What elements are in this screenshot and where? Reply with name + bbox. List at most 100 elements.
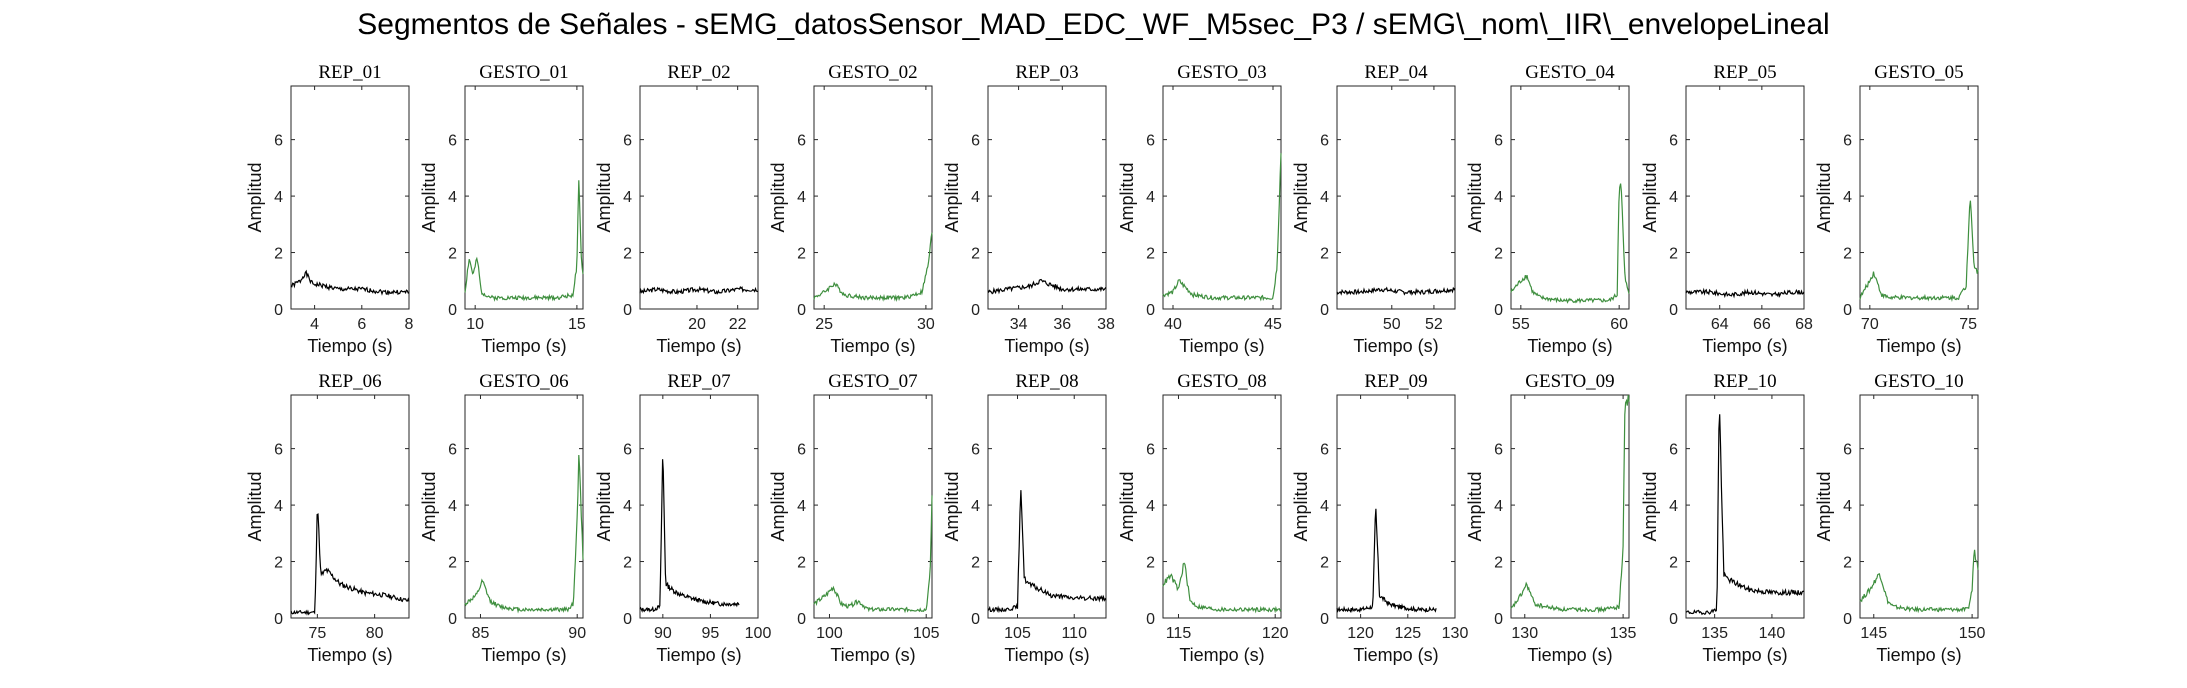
signal-line [1162,153,1282,302]
x-tick-label: 150 [1959,625,1986,642]
x-tick-label: 34 [1010,316,1028,333]
x-tick-label: 75 [308,625,326,642]
subplot-title: GESTO_07 [828,371,917,392]
y-tick-label: 2 [1669,555,1678,572]
axes-frame [290,85,410,310]
x-tick-label: 90 [654,625,672,642]
axes-frame [813,85,933,310]
subplot-title: REP_01 [318,62,381,83]
axes-frame [1859,85,1979,310]
y-tick-label: 6 [971,442,980,459]
signal-line [1685,414,1805,616]
y-tick-label: 0 [623,611,632,628]
y-tick-label: 2 [1494,246,1503,263]
x-axis-label: Tiempo (s) [1353,336,1438,356]
y-tick-label: 0 [274,302,283,319]
subplot-title: GESTO_06 [479,371,568,392]
subplot-title: REP_10 [1713,371,1776,392]
axes-frame [639,85,759,310]
subplot-title: REP_03 [1015,62,1078,83]
y-tick-label: 4 [274,189,283,206]
x-tick-label: 80 [366,625,384,642]
y-axis-label: Amplitud [594,471,614,541]
signal-line [1685,287,1805,299]
y-axis-label: Amplitud [1465,162,1485,232]
y-tick-label: 6 [1843,133,1852,150]
y-tick-label: 2 [1843,555,1852,572]
y-tick-label: 0 [797,611,806,628]
y-tick-label: 6 [1146,133,1155,150]
y-tick-label: 4 [448,189,457,206]
signal-line [464,454,584,614]
subplot-title: REP_05 [1713,62,1776,83]
y-tick-label: 2 [1320,246,1329,263]
x-tick-label: 6 [357,316,366,333]
axes-frame [290,394,410,619]
y-tick-label: 2 [1320,555,1329,572]
y-tick-label: 4 [1320,498,1329,515]
y-tick-label: 6 [448,133,457,150]
y-tick-label: 4 [971,498,980,515]
y-axis-label: Amplitud [1465,471,1485,541]
x-tick-label: 100 [816,625,843,642]
x-axis-label: Tiempo (s) [481,645,566,665]
y-axis-label: Amplitud [1291,471,1311,541]
x-tick-label: 50 [1383,316,1401,333]
y-axis-label: Amplitud [1291,162,1311,232]
x-tick-label: 100 [745,625,772,642]
x-tick-label: 60 [1610,316,1628,333]
x-axis-label: Tiempo (s) [1527,336,1612,356]
x-tick-label: 55 [1512,316,1530,333]
x-tick-label: 40 [1164,316,1182,333]
y-tick-label: 2 [1843,246,1852,263]
y-tick-label: 6 [1320,442,1329,459]
axes-frame [1510,394,1630,619]
x-tick-label: 52 [1425,316,1443,333]
y-tick-label: 2 [623,246,632,263]
axes-frame [1162,85,1282,310]
x-axis-label: Tiempo (s) [830,645,915,665]
axes-frame [1685,85,1805,310]
y-tick-label: 0 [1320,611,1329,628]
y-tick-label: 0 [1843,302,1852,319]
y-axis-label: Amplitud [419,162,439,232]
x-tick-label: 120 [1262,625,1289,642]
x-axis-label: Tiempo (s) [307,645,392,665]
axes-frame [639,394,759,619]
axes-frame [987,394,1107,619]
y-tick-label: 0 [1320,302,1329,319]
subplot-title: REP_09 [1364,371,1427,392]
x-axis-label: Tiempo (s) [481,336,566,356]
x-axis-label: Tiempo (s) [1702,336,1787,356]
y-tick-label: 0 [1843,611,1852,628]
signal-line [813,232,933,303]
x-axis-label: Tiempo (s) [1353,645,1438,665]
y-axis-label: Amplitud [1814,471,1834,541]
x-tick-label: 105 [1004,625,1031,642]
y-tick-label: 6 [797,133,806,150]
x-axis-label: Tiempo (s) [656,336,741,356]
subplot-title: REP_02 [667,62,730,83]
x-axis-label: Tiempo (s) [656,645,741,665]
axes-frame [1336,394,1456,619]
x-tick-label: 135 [1610,625,1637,642]
signal-line [639,459,740,613]
y-tick-label: 4 [1146,189,1155,206]
y-tick-label: 4 [1494,189,1503,206]
y-tick-label: 2 [1146,555,1155,572]
y-axis-label: Amplitud [942,471,962,541]
y-tick-label: 6 [274,133,283,150]
subplot-title: GESTO_04 [1525,62,1615,83]
signal-line [1162,562,1282,614]
y-tick-label: 2 [1669,246,1678,263]
y-tick-label: 0 [971,302,980,319]
x-axis-label: Tiempo (s) [830,336,915,356]
figure-title: Segmentos de Señales - sEMG_datosSensor_… [357,8,1830,41]
signal-line [987,490,1107,614]
y-axis-label: Amplitud [942,162,962,232]
y-tick-label: 4 [1146,498,1155,515]
x-tick-label: 125 [1394,625,1421,642]
x-axis-label: Tiempo (s) [1179,645,1264,665]
x-tick-label: 15 [568,316,586,333]
